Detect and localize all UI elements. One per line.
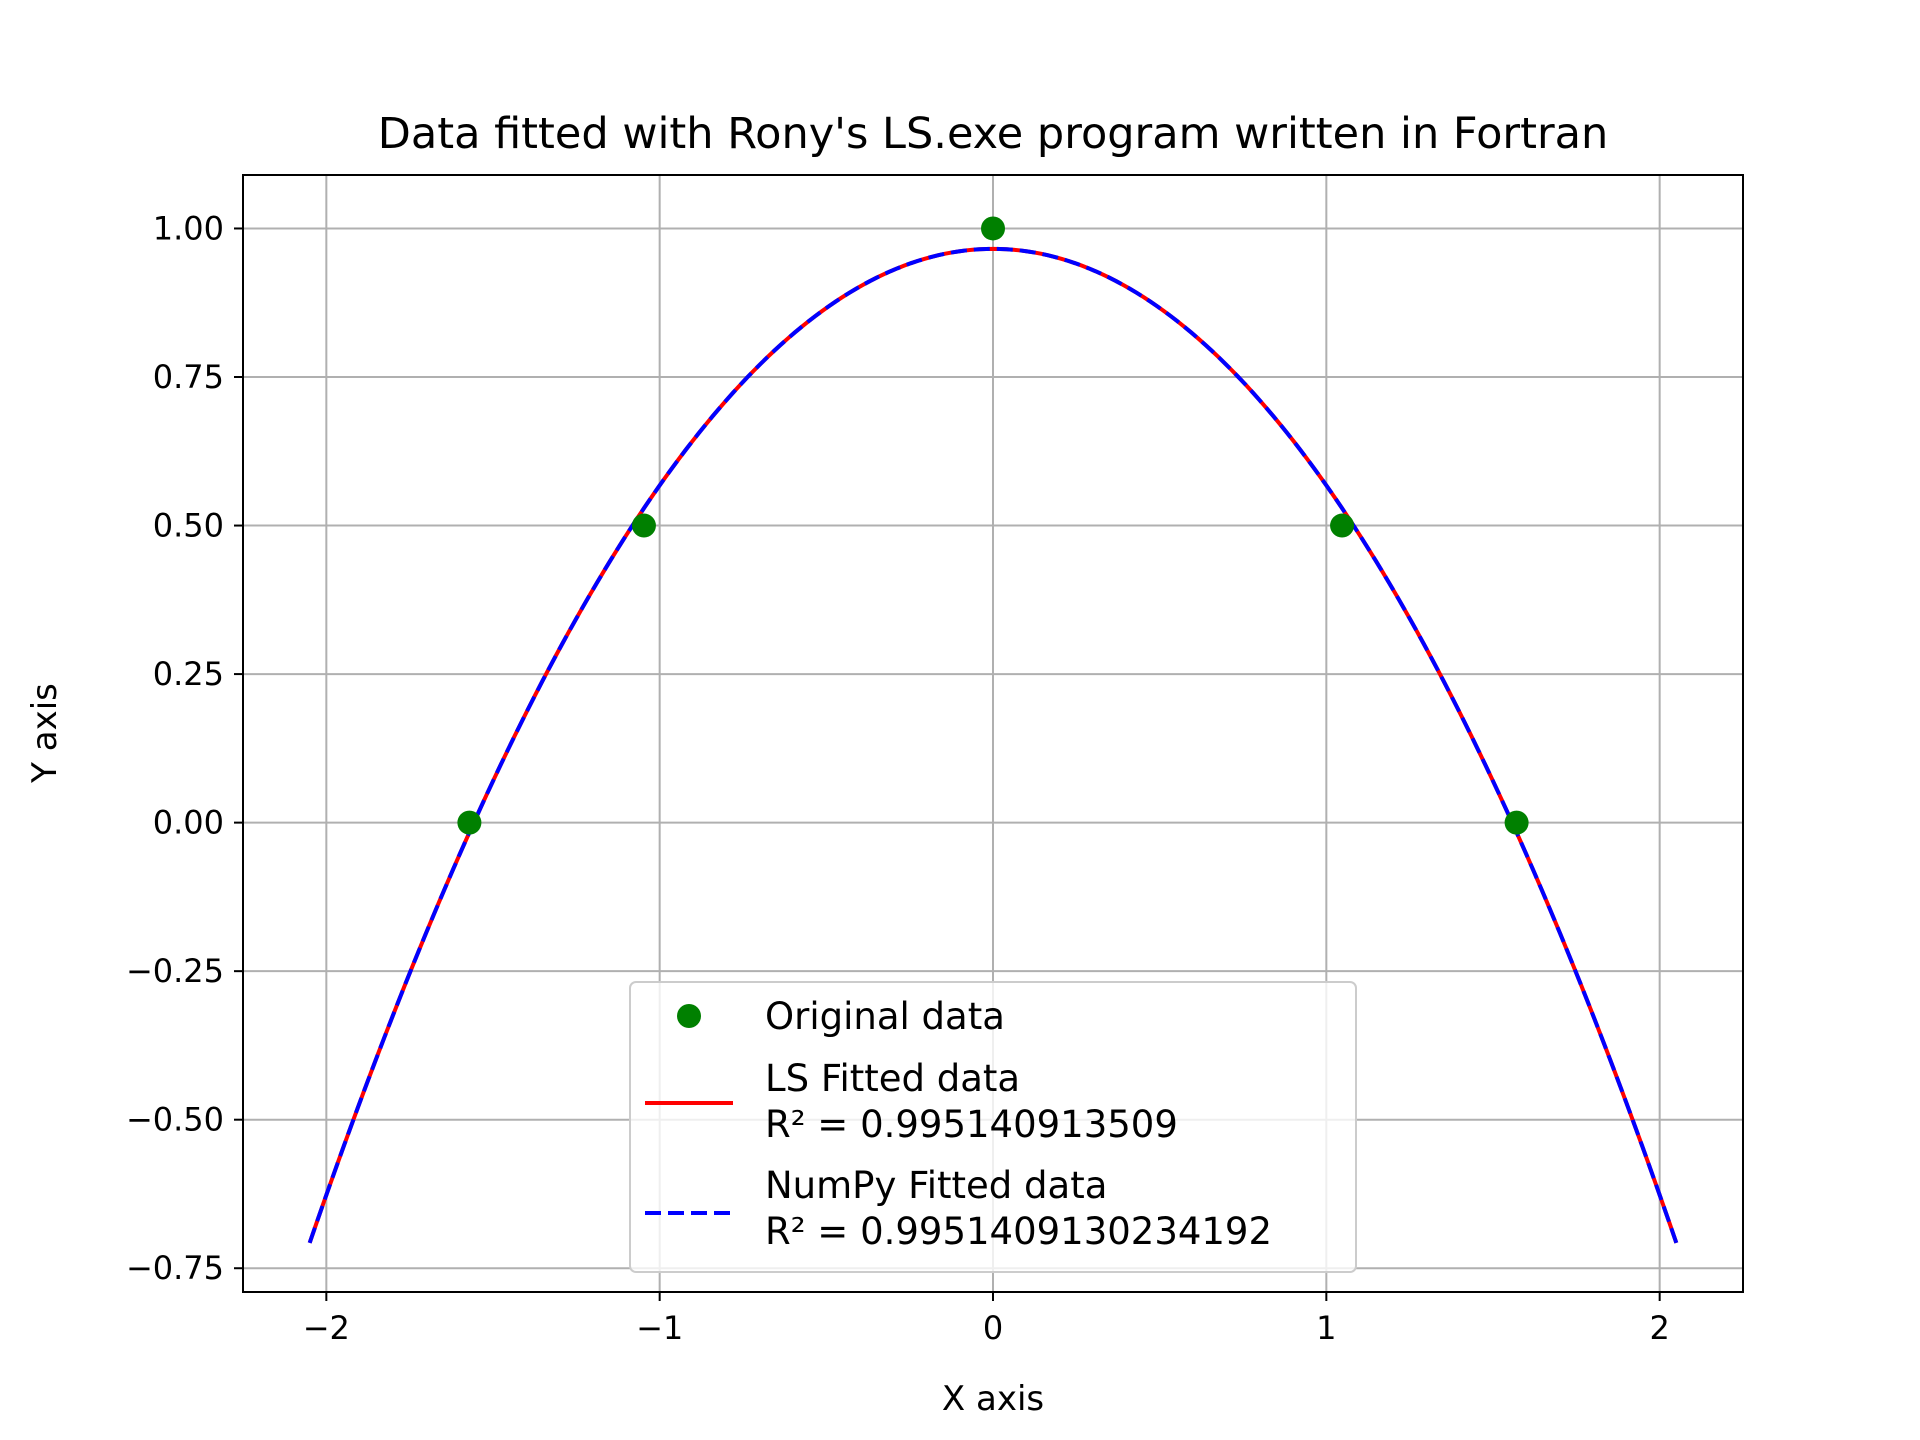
legend-label-ls-r2: R² = 0.995140913509 (765, 1103, 1178, 1146)
y-tick-label: −0.50 (126, 1101, 224, 1139)
x-tick-label: −2 (303, 1309, 350, 1347)
x-tick-label: 2 (1649, 1309, 1669, 1347)
y-axis-label: Y axis (25, 683, 65, 784)
y-tick-label: −0.25 (126, 952, 224, 990)
legend-label-numpy-fitted: NumPy Fitted data (765, 1164, 1107, 1207)
data-point (631, 513, 656, 538)
x-tick-label: 1 (1316, 1309, 1336, 1347)
legend: Original data LS Fitted data R² = 0.9951… (629, 981, 1357, 1273)
x-axis-label: X axis (942, 1379, 1044, 1419)
y-tick-label: −0.75 (126, 1249, 224, 1287)
x-tick-label: 0 (983, 1309, 1003, 1347)
data-point (1330, 513, 1355, 538)
legend-label-numpy-r2: R² = 0.9951409130234192 (765, 1210, 1272, 1253)
x-axis-ticks: −2 −1 0 1 2 (303, 1292, 1670, 1347)
y-tick-label: 0.25 (153, 655, 224, 693)
numpy-fitted-curve (307, 246, 1679, 1244)
data-point (457, 810, 482, 835)
chart-title: Data fitted with Rony's LS.exe program w… (378, 109, 1608, 159)
legend-box (629, 981, 1357, 1273)
legend-label-original-data: Original data (765, 995, 1005, 1038)
curves (307, 246, 1679, 1244)
grid (243, 175, 1743, 1292)
data-point (981, 216, 1005, 241)
data-point (1504, 810, 1529, 835)
y-tick-label: 1.00 (153, 209, 224, 247)
y-axis-ticks: 1.00 0.75 0.50 0.25 0.00 −0.25 −0.50 −0.75 (126, 209, 243, 1287)
x-tick-label: −1 (636, 1309, 683, 1347)
legend-marker-original-data (677, 1004, 701, 1028)
legend-label-ls-fitted: LS Fitted data (765, 1057, 1020, 1100)
y-tick-label: 0.00 (153, 804, 224, 842)
y-tick-label: 0.50 (153, 507, 224, 545)
y-tick-label: 0.75 (153, 358, 224, 396)
data-points (457, 216, 1529, 835)
